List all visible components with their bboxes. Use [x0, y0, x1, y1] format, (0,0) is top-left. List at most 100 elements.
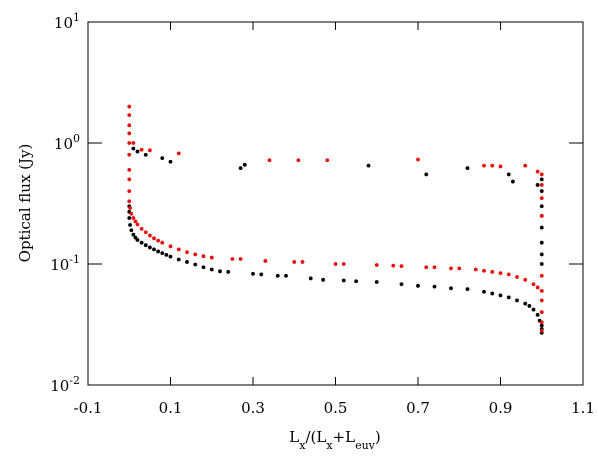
point — [168, 244, 173, 249]
point — [292, 260, 297, 264]
point — [131, 141, 136, 145]
point — [539, 320, 544, 325]
point — [129, 228, 134, 233]
point — [127, 167, 132, 172]
y-tick-label: 10-1 — [50, 253, 80, 274]
point — [515, 275, 519, 279]
point — [209, 255, 214, 260]
point — [523, 277, 528, 282]
point — [127, 199, 132, 204]
point — [263, 259, 268, 263]
point — [127, 113, 132, 118]
point — [523, 163, 528, 168]
x-tick-label: -0.1 — [74, 399, 103, 417]
point — [168, 254, 173, 259]
point — [490, 270, 495, 274]
point — [143, 230, 148, 235]
point — [399, 264, 404, 269]
point — [354, 279, 359, 284]
point — [535, 183, 540, 187]
x-axis-label: Lx/(Lx+Leuv) — [289, 428, 380, 452]
y-tick-label: 101 — [54, 11, 80, 32]
point — [539, 196, 544, 201]
point — [201, 254, 206, 259]
point — [510, 179, 515, 184]
point — [127, 189, 132, 194]
x-tick-label: 0.3 — [241, 399, 265, 417]
x-label-part: L — [289, 428, 299, 446]
point — [506, 272, 511, 277]
point — [251, 271, 255, 276]
point — [366, 163, 371, 168]
point — [185, 260, 189, 264]
x-label-part: euv — [355, 439, 376, 452]
point — [399, 282, 404, 287]
point — [131, 216, 136, 220]
point — [185, 250, 189, 255]
point — [230, 257, 235, 261]
point — [432, 265, 437, 270]
point — [284, 273, 288, 278]
point — [391, 263, 396, 268]
point — [539, 189, 544, 194]
point — [535, 312, 540, 317]
point — [201, 265, 206, 270]
point — [535, 169, 540, 174]
point — [449, 266, 453, 271]
point — [531, 307, 536, 312]
point — [527, 304, 532, 308]
point — [482, 289, 486, 294]
point — [160, 240, 165, 245]
point — [160, 251, 165, 256]
point — [275, 273, 280, 278]
point — [139, 227, 144, 231]
point — [152, 247, 156, 252]
point — [539, 323, 544, 328]
point — [449, 286, 453, 291]
point — [127, 141, 132, 145]
point — [193, 262, 198, 267]
x-label-part: x — [299, 439, 306, 452]
point — [482, 268, 486, 273]
point — [143, 243, 148, 248]
y-tick-label: 100 — [54, 132, 80, 153]
point — [147, 148, 152, 153]
point — [156, 238, 161, 243]
point — [535, 285, 540, 290]
point — [135, 238, 140, 242]
point — [539, 213, 544, 218]
y-tick-base: 10 — [54, 14, 73, 32]
point — [152, 236, 156, 241]
point — [238, 257, 243, 261]
point — [131, 232, 136, 237]
point — [135, 222, 140, 227]
point — [539, 177, 544, 182]
plot-frame — [87, 21, 584, 386]
point — [139, 240, 144, 245]
y-tick-base: 10 — [50, 377, 69, 395]
point — [498, 271, 503, 276]
y-tick-base: 10 — [50, 256, 69, 274]
point — [131, 146, 136, 151]
point — [176, 151, 181, 156]
point — [539, 288, 544, 293]
point — [531, 282, 536, 287]
point — [139, 147, 144, 152]
point — [321, 277, 326, 282]
point — [374, 280, 379, 284]
point — [176, 257, 181, 262]
point — [539, 225, 544, 230]
point — [156, 249, 161, 254]
point — [539, 240, 544, 245]
point — [539, 262, 544, 266]
point — [465, 287, 470, 292]
point — [465, 166, 470, 171]
point — [341, 262, 346, 266]
point — [308, 276, 313, 281]
point — [238, 166, 243, 171]
point — [333, 262, 338, 266]
x-tick-label: 0.1 — [159, 399, 183, 417]
point — [539, 252, 544, 257]
point — [416, 283, 420, 288]
